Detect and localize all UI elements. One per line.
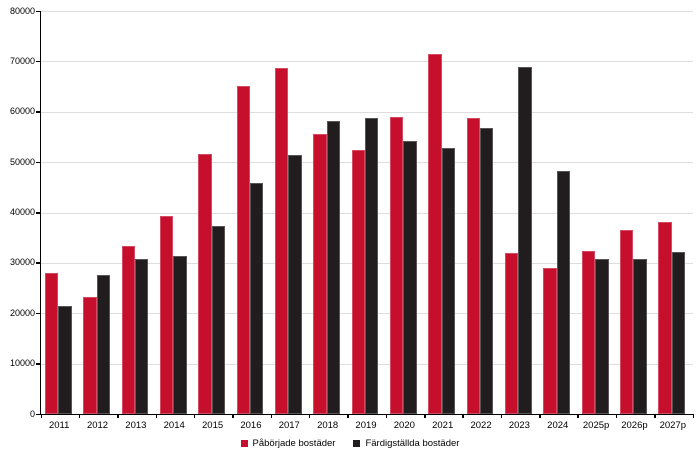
bar-paborjade-2027p bbox=[658, 221, 672, 414]
x-axis-tick bbox=[654, 414, 656, 418]
bar-paborjade-2013 bbox=[121, 246, 135, 414]
x-axis-label-2023: 2023 bbox=[508, 420, 530, 431]
bar-paborjade-2026p bbox=[620, 229, 634, 414]
y-axis-label: 80000 bbox=[9, 5, 35, 16]
bar-fardigstallda-2018 bbox=[326, 120, 341, 414]
y-axis-tick bbox=[36, 111, 40, 113]
bar-fardigstallda-2023 bbox=[518, 66, 532, 414]
y-axis-tick bbox=[36, 161, 40, 164]
bar-fardigstallda-2020 bbox=[403, 141, 417, 414]
bar-paborjade-2020 bbox=[389, 116, 404, 414]
bar-paborjade-2012 bbox=[83, 297, 97, 414]
legend-label-fardigstallda: Färdigställda bostäder bbox=[365, 438, 460, 449]
y-axis-tick bbox=[36, 363, 40, 365]
bar-fardigstallda-2015 bbox=[211, 225, 225, 414]
x-axis-label-2024: 2024 bbox=[547, 420, 569, 431]
y-axis-tick bbox=[36, 10, 40, 12]
x-axis-tick bbox=[193, 414, 196, 418]
x-axis-tick bbox=[78, 414, 81, 418]
x-axis-tick bbox=[155, 414, 158, 418]
y-axis-label: 40000 bbox=[9, 207, 35, 217]
legend-item-fardigstallda: Färdigställda bostäder bbox=[353, 438, 459, 449]
y-axis-label: 60000 bbox=[9, 106, 35, 117]
legend-item-paborjade: Påbörjade bostäder bbox=[240, 438, 336, 449]
bar-fardigstallda-2016 bbox=[249, 183, 264, 414]
legend-swatch-paborjade-icon bbox=[240, 440, 248, 447]
y-axis-label: 70000 bbox=[9, 55, 35, 66]
bar-fardigstallda-2024 bbox=[556, 171, 571, 414]
bar-fardigstallda-2026p bbox=[633, 258, 647, 414]
bar-fardigstallda-2022 bbox=[480, 128, 494, 414]
x-axis-tick bbox=[462, 414, 464, 418]
x-axis-tick bbox=[308, 414, 311, 418]
y-axis-label: 10000 bbox=[9, 358, 35, 369]
x-axis-label-2012: 2012 bbox=[86, 420, 109, 431]
bar-paborjade-2025p bbox=[581, 251, 596, 414]
legend: Påbörjade bostäder Färdigställda bostäde… bbox=[0, 438, 700, 449]
x-axis-label-2014: 2014 bbox=[163, 420, 185, 431]
x-axis-label-2016: 2016 bbox=[240, 420, 262, 431]
x-axis-label-2027p: 2027p bbox=[659, 420, 687, 431]
x-axis-label-2015: 2015 bbox=[202, 420, 224, 431]
x-axis-tick bbox=[385, 414, 388, 418]
bar-fardigstallda-2012 bbox=[96, 274, 110, 414]
bar-fardigstallda-2025p bbox=[595, 259, 609, 414]
x-axis-label-2020: 2020 bbox=[393, 420, 415, 431]
bar-fardigstallda-2027p bbox=[671, 251, 686, 414]
y-axis-label: 20000 bbox=[9, 307, 35, 318]
bar-paborjade-2018 bbox=[313, 133, 327, 414]
x-axis-tick bbox=[424, 414, 426, 418]
bar-fardigstallda-2019 bbox=[365, 118, 379, 414]
grid-line bbox=[41, 61, 693, 63]
bar-fardigstallda-2017 bbox=[288, 154, 302, 414]
x-axis-tick bbox=[539, 414, 541, 418]
bar-paborjade-2022 bbox=[466, 117, 481, 414]
bar-fardigstallda-2021 bbox=[441, 147, 456, 414]
plot-area bbox=[36, 10, 694, 418]
x-axis-label-2017: 2017 bbox=[278, 420, 300, 431]
y-axis-label: 0 bbox=[29, 408, 35, 419]
bar-paborjade-2024 bbox=[543, 267, 557, 414]
y-axis-label: 30000 bbox=[9, 257, 35, 268]
bar-paborjade-2019 bbox=[351, 150, 365, 414]
y-axis-tick bbox=[36, 413, 40, 415]
y-axis-tick bbox=[36, 312, 40, 315]
x-axis-label-2022: 2022 bbox=[470, 420, 492, 431]
grid-line bbox=[41, 11, 693, 12]
grid-line bbox=[41, 111, 693, 113]
x-axis-tick bbox=[500, 414, 503, 418]
x-axis-tick bbox=[270, 414, 273, 418]
x-axis-label-2026p: 2026p bbox=[621, 420, 648, 431]
x-axis-label-2019: 2019 bbox=[355, 420, 377, 431]
bar-paborjade-2015 bbox=[198, 153, 212, 414]
x-axis-label-2011: 2011 bbox=[48, 420, 70, 431]
x-axis-tick bbox=[40, 414, 42, 418]
bar-fardigstallda-2013 bbox=[134, 259, 149, 414]
x-axis-label-2025p: 2025p bbox=[582, 420, 610, 431]
x-axis-label-2018: 2018 bbox=[317, 420, 339, 431]
bar-paborjade-2011 bbox=[44, 272, 59, 414]
x-axis-tick bbox=[692, 414, 694, 418]
bar-paborjade-2017 bbox=[274, 67, 289, 414]
x-axis-tick bbox=[117, 414, 119, 418]
x-axis-label-2021: 2021 bbox=[432, 420, 454, 431]
bar-fardigstallda-2011 bbox=[58, 305, 72, 414]
legend-swatch-fardigstallda-icon bbox=[353, 440, 361, 447]
legend-label-paborjade: Påbörjade bostäder bbox=[252, 438, 336, 449]
x-axis-tick bbox=[615, 414, 618, 418]
y-axis-tick bbox=[36, 212, 40, 214]
bar-paborjade-2021 bbox=[428, 53, 442, 414]
y-axis-label: 50000 bbox=[9, 156, 35, 167]
x-axis-label-2013: 2013 bbox=[125, 420, 147, 431]
y-axis-tick bbox=[36, 262, 40, 264]
bar-paborjade-2023 bbox=[505, 252, 519, 414]
x-axis-tick bbox=[347, 414, 349, 418]
bar-fardigstallda-2014 bbox=[173, 256, 187, 414]
bar-paborjade-2014 bbox=[159, 216, 174, 414]
y-axis-tick bbox=[36, 60, 40, 63]
x-axis-tick bbox=[232, 414, 234, 418]
x-axis-tick bbox=[577, 414, 579, 418]
bar-paborjade-2016 bbox=[236, 86, 250, 414]
